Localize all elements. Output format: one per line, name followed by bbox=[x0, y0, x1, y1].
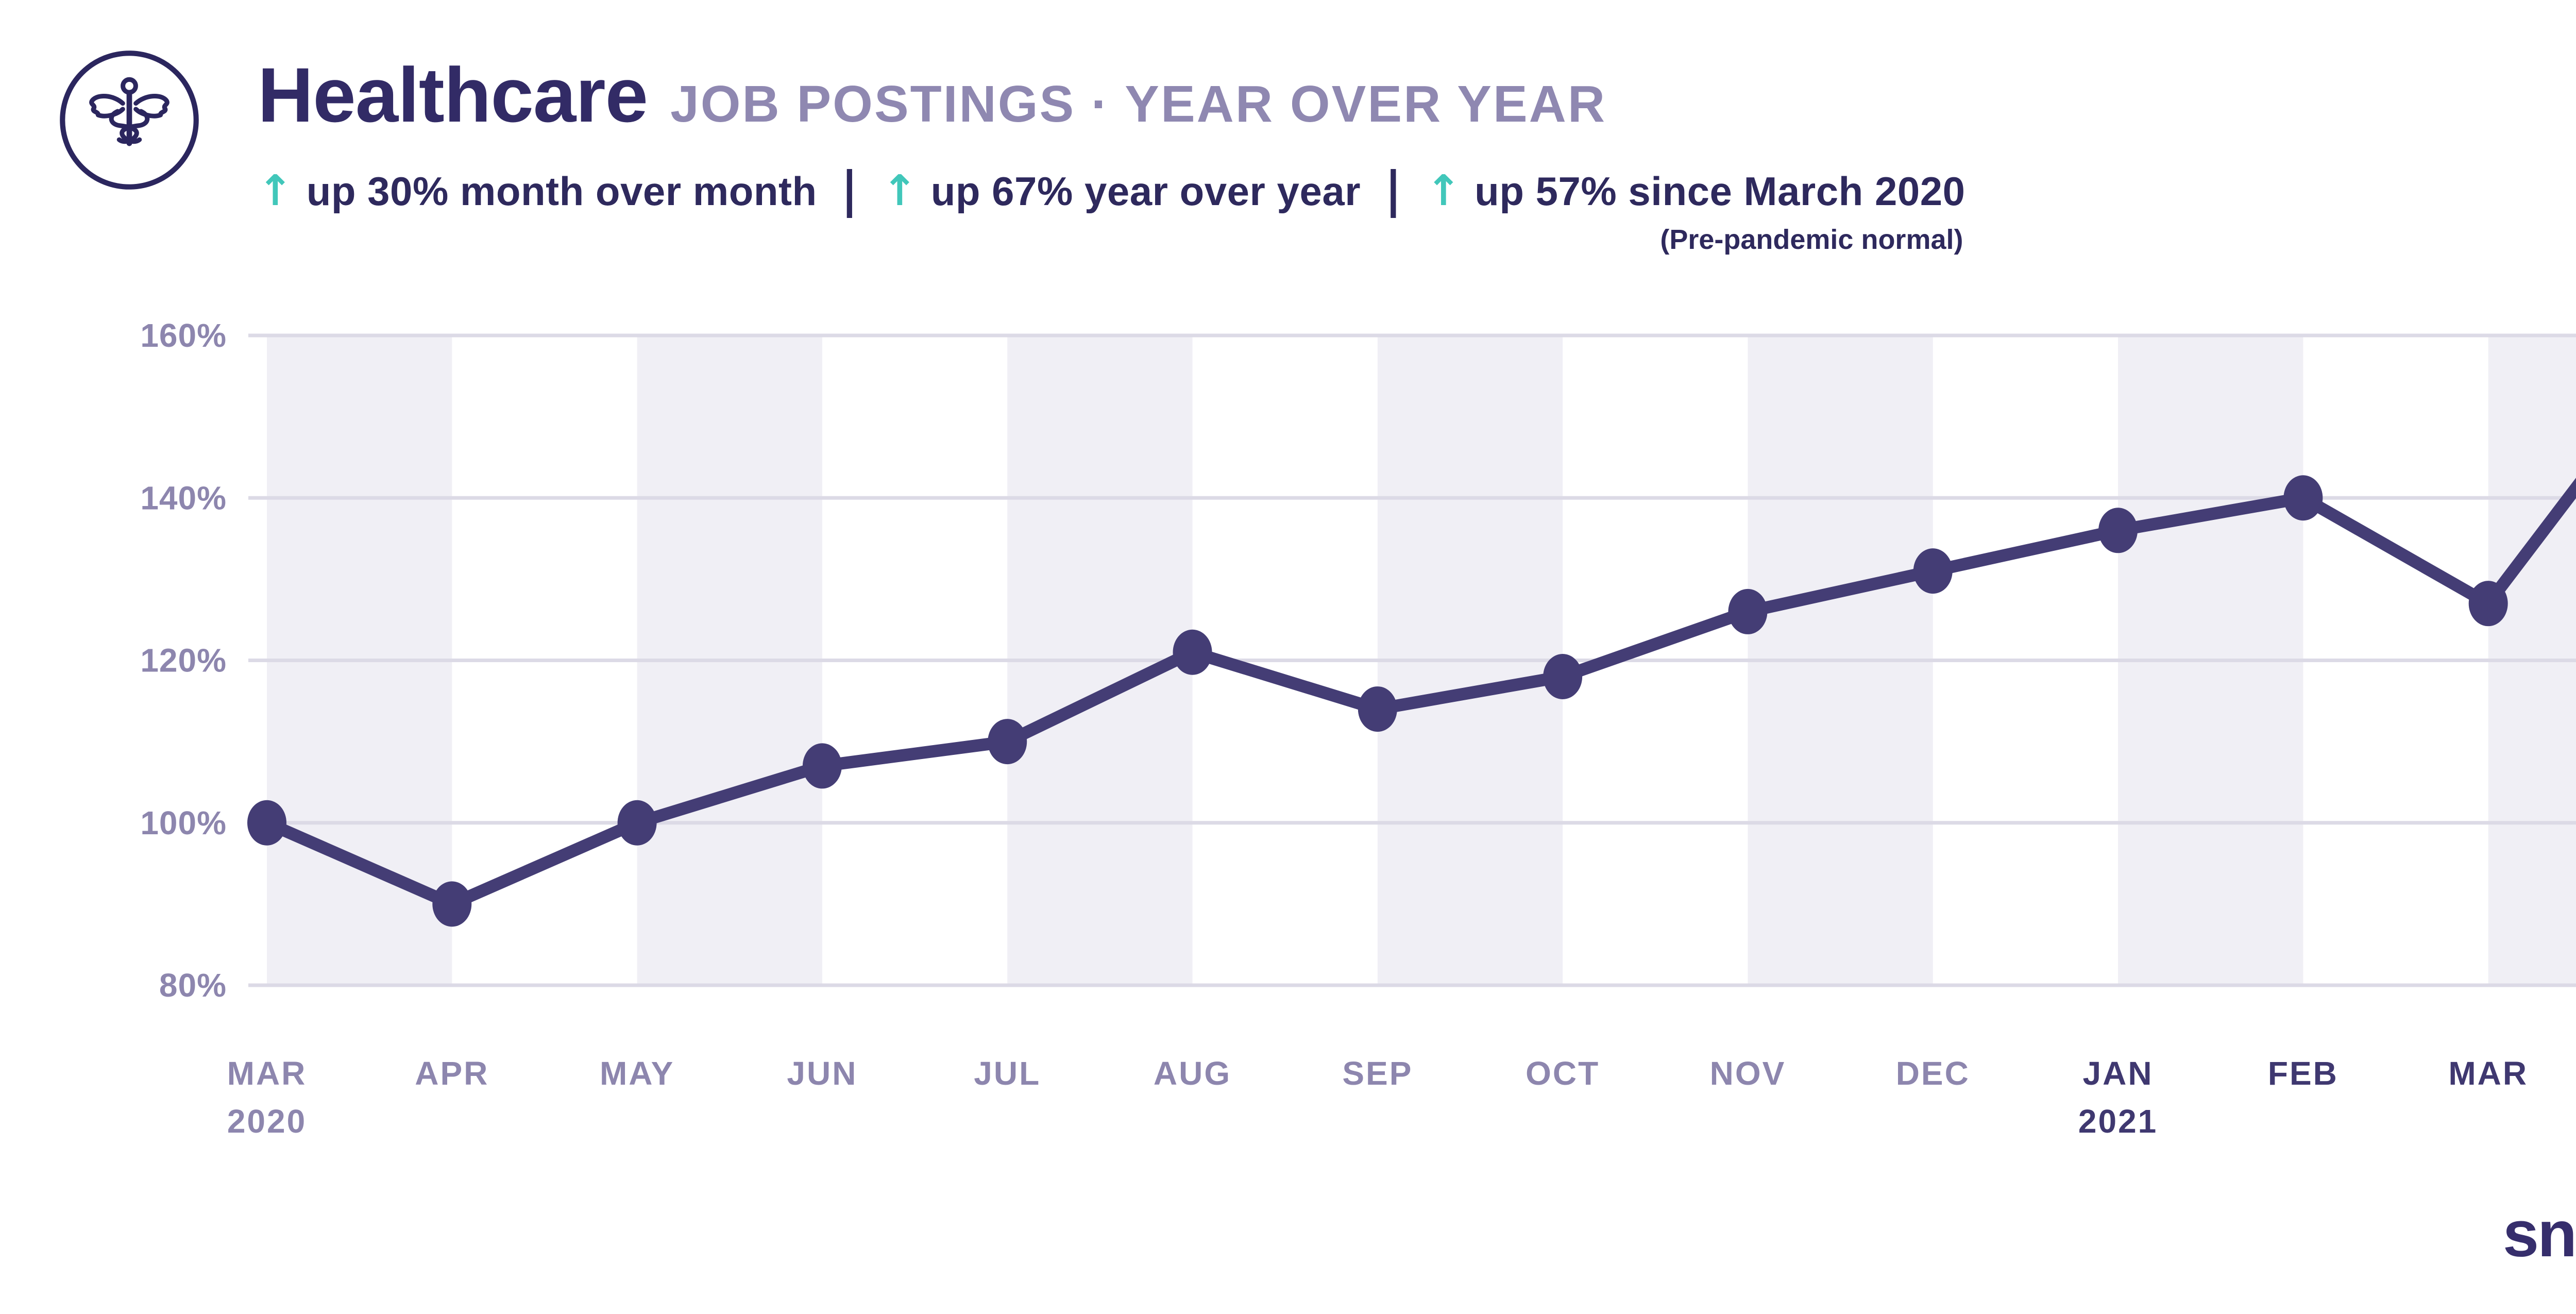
data-point bbox=[1728, 588, 1768, 634]
x-year-label: 2020 bbox=[227, 1103, 307, 1140]
stat-line: ↑ up 67% year over year bbox=[882, 166, 1361, 215]
header: Healthcare JOB POSTINGS · YEAR OVER YEAR… bbox=[57, 47, 1965, 256]
data-point bbox=[617, 800, 657, 846]
x-tick-label: JUN bbox=[787, 1055, 857, 1092]
x-tick-label: AUG bbox=[1154, 1055, 1231, 1092]
stat-line: ↑ up 57% since March 2020 bbox=[1426, 166, 1965, 215]
data-point bbox=[802, 743, 842, 789]
stat-text: up 57% since March 2020 bbox=[1475, 169, 1965, 214]
x-tick-label: SEP bbox=[1342, 1055, 1413, 1092]
logo-text: snagajob bbox=[2503, 1198, 2576, 1270]
title-row: Healthcare JOB POSTINGS · YEAR OVER YEAR bbox=[258, 50, 1965, 140]
x-tick-label: DEC bbox=[1896, 1055, 1970, 1092]
y-tick-label: 80% bbox=[159, 967, 227, 1004]
stat-note: (Pre-pandemic normal) bbox=[1660, 224, 1963, 255]
healthcare-caduceus-icon bbox=[57, 47, 202, 193]
y-tick-label: 100% bbox=[140, 804, 227, 841]
stat-divider: | bbox=[843, 160, 855, 217]
data-point bbox=[1913, 548, 1953, 594]
x-tick-label: MAR bbox=[2448, 1055, 2528, 1092]
y-tick-label: 120% bbox=[140, 642, 227, 679]
trend-line bbox=[261, 478, 2576, 911]
x-tick-label: JAN bbox=[2083, 1055, 2154, 1092]
x-tick-label: MAR bbox=[227, 1055, 307, 1092]
up-arrow-icon: ↑ bbox=[1426, 166, 1462, 215]
page-title: Healthcare bbox=[258, 52, 648, 138]
x-tick-label: NOV bbox=[1710, 1055, 1786, 1092]
x-tick-label: MAY bbox=[600, 1055, 674, 1092]
data-point bbox=[247, 800, 286, 846]
stats-row: ↑ up 30% month over month | ↑ up 67% year ov… bbox=[258, 160, 1965, 256]
data-point bbox=[2098, 508, 2138, 553]
snagajob-logo: snagajob® bbox=[2503, 1197, 2576, 1271]
data-point bbox=[1173, 629, 1212, 675]
data-point bbox=[1358, 686, 1397, 732]
x-tick-label: FEB bbox=[2268, 1055, 2338, 1092]
up-arrow-icon: ↑ bbox=[258, 166, 293, 215]
stat-text: up 30% month over month bbox=[306, 169, 817, 214]
data-point bbox=[988, 719, 1027, 765]
stat-line: ↑ up 30% month over month bbox=[258, 166, 817, 215]
stat-1: ↑ up 30% month over month bbox=[258, 166, 817, 215]
page-subtitle: JOB POSTINGS · YEAR OVER YEAR bbox=[670, 75, 1607, 133]
data-point bbox=[2468, 581, 2508, 627]
data-point bbox=[1543, 654, 1583, 700]
data-point bbox=[2283, 475, 2323, 521]
y-tick-label: 160% bbox=[140, 317, 227, 354]
stat-3: ↑ up 57% since March 2020 (Pre-pandemic no… bbox=[1426, 166, 1965, 256]
x-tick-label: APR bbox=[415, 1055, 489, 1092]
stat-text: up 67% year over year bbox=[930, 169, 1361, 214]
stat-2: ↑ up 67% year over year bbox=[882, 166, 1361, 215]
stat-divider: | bbox=[1387, 160, 1399, 217]
x-tick-label: JUL bbox=[974, 1055, 1041, 1092]
titles: Healthcare JOB POSTINGS · YEAR OVER YEAR… bbox=[258, 47, 1965, 256]
data-point bbox=[432, 881, 472, 927]
y-tick-label: 140% bbox=[140, 479, 227, 516]
x-tick-label: OCT bbox=[1526, 1055, 1600, 1092]
up-arrow-icon: ↑ bbox=[882, 166, 918, 215]
x-year-label: 2021 bbox=[2078, 1103, 2158, 1140]
